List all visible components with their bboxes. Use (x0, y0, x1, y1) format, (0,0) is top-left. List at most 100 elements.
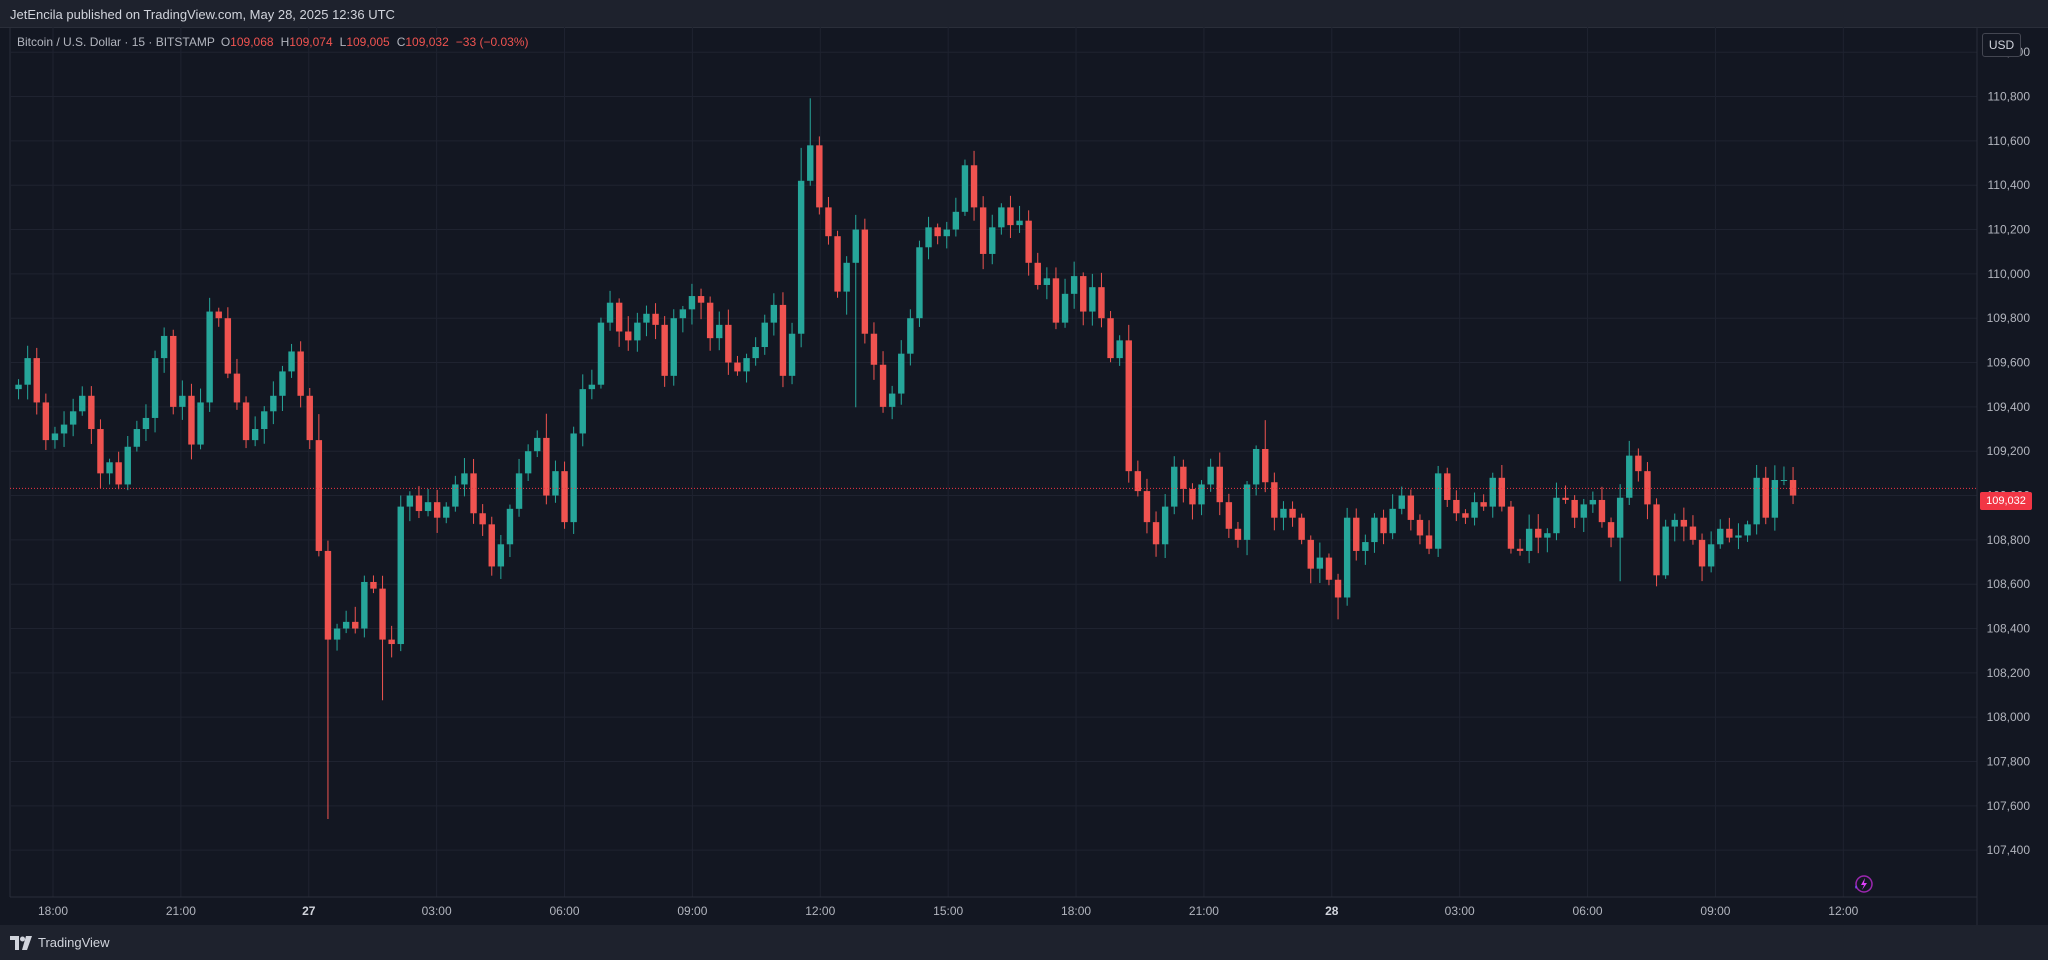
time-tick-label: 03:00 (1445, 904, 1475, 918)
candle-body-up (1707, 544, 1715, 567)
candle-body-up (179, 395, 186, 407)
candle-body-up (124, 446, 131, 485)
lightning-bolt-icon[interactable] (1852, 873, 1874, 895)
candle-body-down (1425, 535, 1433, 549)
time-tick-label: 18:00 (1061, 904, 1091, 918)
time-tick-label: 28 (1325, 904, 1339, 918)
candle-body-down (834, 236, 841, 292)
candle-body-up (142, 417, 150, 430)
candle-body-down (861, 229, 869, 334)
candle-body-up (1280, 508, 1287, 518)
candle-body-down (1698, 539, 1706, 567)
candle-body-down (1762, 477, 1769, 518)
candle-body-up (160, 335, 168, 359)
time-tick-label: 12:00 (805, 904, 835, 918)
candle-body-down (1407, 495, 1415, 520)
open-label: O (220, 35, 231, 49)
low-label: L (339, 35, 347, 49)
candle-body-up (206, 311, 213, 403)
candle-body-up (797, 180, 805, 334)
candle-body-up (15, 384, 22, 390)
price-tick-label: 110,200 (1988, 223, 2031, 237)
candle-body-down (488, 524, 495, 567)
candle-body-down (433, 502, 441, 518)
candle-body-up (524, 451, 532, 474)
candle-body-down (1353, 517, 1360, 551)
candle-body-up (1671, 519, 1678, 527)
candle-body-down (1107, 318, 1114, 359)
candle-body-down (615, 302, 623, 332)
candle-body-down (1680, 519, 1688, 527)
candle-body-down (1562, 497, 1569, 500)
candle-body-down (33, 358, 40, 403)
candle-body-down (1216, 466, 1223, 503)
candle-body-up (452, 484, 459, 507)
publish-header: JetEncila published on TradingView.com, … (0, 0, 2048, 28)
candlestick-series (10, 98, 1977, 820)
open-value: 109,068 (230, 35, 274, 49)
price-axis[interactable]: 107,400 107,600 107,800 108,000 108,200 108,4… (1976, 27, 2031, 925)
price-tick-label: 109,800 (1987, 311, 2031, 325)
time-axis[interactable]: 18:00 21:00 27 03:00 06:00 09:00 12:00 15:00 18:… (10, 896, 1977, 918)
candle-body-down (870, 333, 878, 365)
candle-body-down (1289, 508, 1296, 518)
candle-body-up (270, 395, 277, 412)
brand-name: TradingView (38, 935, 110, 950)
candle-body-up (197, 402, 204, 445)
candle-body-up (1207, 466, 1214, 485)
candle-body-up (1089, 287, 1096, 312)
candlestick-chart[interactable]: 107,400 107,600 107,800 108,000 108,200 108,4… (0, 27, 2048, 925)
candle-body-up (497, 544, 505, 567)
tradingview-logo-icon (10, 935, 32, 950)
candle-body-up (1616, 497, 1624, 538)
price-tick-label: 108,600 (1987, 577, 2031, 591)
candle-body-up (943, 229, 950, 237)
price-tick-label: 109,400 (1987, 400, 2031, 414)
price-tick-label: 110,800 (1988, 90, 2031, 104)
candle-body-up (852, 229, 859, 263)
candle-body-up (406, 495, 414, 507)
price-tick-label: 108,000 (1987, 710, 2031, 724)
candle-body-up (898, 353, 905, 394)
candle-body-up (570, 433, 577, 523)
candle-body-down (1607, 522, 1615, 538)
candle-body-up (634, 322, 641, 341)
time-tick-label: 12:00 (1828, 904, 1858, 918)
candle-body-down (324, 550, 332, 640)
candle-body-up (716, 324, 723, 339)
candle-body-up (1544, 533, 1551, 538)
candle-body-down (306, 395, 313, 441)
time-tick-label: 21:00 (166, 904, 196, 918)
close-label: C (396, 35, 406, 49)
time-tick-label: 09:00 (1700, 904, 1730, 918)
candle-body-up (998, 207, 1005, 228)
candle-body-down (1143, 491, 1151, 523)
symbol-name: Bitcoin / U.S. Dollar · 15 · BITSTAMP (17, 35, 215, 49)
grid-lines (9, 27, 1977, 897)
candle-body-up (597, 322, 605, 385)
candle-body-down (1498, 477, 1506, 507)
last-price-badge: 109,032 (1980, 492, 2032, 510)
candle-body-down (1098, 287, 1105, 319)
candle-body-up (1626, 455, 1633, 498)
candle-body-up (761, 322, 768, 348)
price-tick-label: 107,400 (1987, 843, 2031, 857)
candle-body-down (652, 313, 659, 325)
candle-body-down (470, 473, 477, 514)
candle-body-down (1653, 504, 1660, 576)
candle-body-up (1744, 524, 1751, 536)
candle-body-down (188, 395, 195, 445)
price-tick-label: 108,200 (1987, 666, 2031, 680)
candle-body-down (1134, 471, 1142, 492)
currency-button[interactable]: USD (1982, 33, 2021, 57)
brand[interactable]: TradingView (10, 935, 110, 950)
candle-body-down (1180, 466, 1187, 489)
candle-body-down (934, 227, 941, 237)
candle-body-down (1189, 488, 1196, 505)
candle-body-up (1252, 448, 1260, 485)
candle-body-up (1116, 340, 1123, 359)
candle-body-down (415, 495, 423, 512)
candle-body-down (561, 471, 568, 523)
candle-body-down (1325, 557, 1333, 580)
